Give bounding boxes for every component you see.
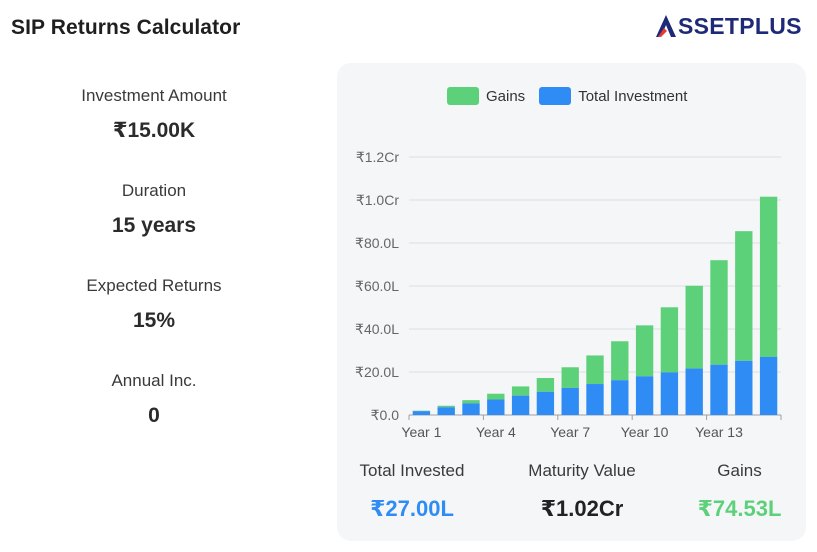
summary-gains: Gains ₹74.53L — [682, 459, 797, 522]
bar-gains — [487, 393, 505, 400]
assetplus-a-logo-icon — [656, 15, 676, 37]
summary-label: Maturity Value — [528, 461, 636, 480]
bar-total-investment — [487, 399, 505, 415]
bar-gains — [536, 378, 555, 392]
summary-value: ₹1.02Cr — [540, 496, 624, 521]
bar-gains — [462, 400, 480, 404]
bar-total-investment — [586, 384, 604, 415]
bar-gains — [759, 196, 778, 357]
logo-text: SSETPLUS — [678, 12, 802, 39]
x-tick-label: Year 7 — [550, 424, 590, 439]
chart-legend: Gains Total Investment — [447, 87, 701, 105]
bar-total-investment — [759, 356, 778, 415]
returns-bar-chart: ₹0.0 ₹20.0L ₹40.0L ₹60.0L ₹80.0L ₹1.0Cr ₹1.2Cr… — [355, 149, 782, 439]
summary-label: Gains — [717, 461, 762, 480]
bar-total-investment — [412, 411, 431, 415]
bar-total-investment — [437, 407, 455, 415]
param-expected-returns[interactable]: Expected Returns 15% — [34, 273, 274, 368]
legend-item-total-investment[interactable]: Total Investment — [539, 87, 687, 105]
bar-gains — [685, 285, 703, 369]
param-duration[interactable]: Duration 15 years — [34, 178, 274, 273]
bar-gains — [561, 367, 579, 388]
param-label: Annual Inc. — [111, 371, 197, 390]
y-tick-label: ₹20.0L — [355, 364, 399, 380]
parameters-panel: Investment Amount ₹15.00K Duration 15 ye… — [34, 83, 274, 463]
bar-gains — [586, 355, 604, 385]
y-tick-label: ₹1.0Cr — [356, 192, 399, 208]
param-value: 15% — [132, 309, 176, 332]
param-annual-increment[interactable]: Annual Inc. 0 — [34, 368, 274, 463]
param-value: ₹15.00K — [112, 119, 196, 142]
legend-label: Gains — [486, 87, 526, 105]
assetplus-logo[interactable]: SSETPLUS — [655, 12, 807, 40]
y-tick-label: ₹1.2Cr — [356, 149, 399, 165]
legend-item-gains[interactable]: Gains — [447, 87, 525, 105]
legend-swatch-gains — [447, 87, 479, 105]
legend-swatch-total-investment — [539, 87, 572, 105]
x-tick-label: Year 10 — [621, 424, 669, 439]
y-tick-label: ₹80.0L — [355, 235, 399, 251]
bar-total-investment — [611, 380, 629, 415]
bar-gains — [611, 341, 629, 381]
bar-gains — [735, 231, 753, 361]
summary-value: ₹74.53L — [697, 496, 782, 521]
page-title: SIP Returns Calculator — [11, 16, 241, 39]
param-label: Duration — [121, 181, 187, 200]
y-tick-label: ₹40.0L — [355, 321, 399, 337]
results-card: Gains Total Investment ₹0.0 ₹20.0L ₹40.0L ₹… — [337, 63, 806, 541]
bar-gains — [437, 405, 455, 408]
bar-total-investment — [660, 372, 679, 415]
bar-total-investment — [710, 364, 728, 415]
bar-total-investment — [462, 403, 480, 415]
bar-gains — [635, 325, 654, 377]
legend-label: Total Investment — [578, 87, 688, 105]
param-investment-amount[interactable]: Investment Amount ₹15.00K — [34, 83, 274, 178]
bar-total-investment — [635, 376, 654, 415]
summary-value: ₹27.00L — [370, 496, 454, 521]
bar-total-investment — [735, 360, 753, 415]
param-label: Expected Returns — [86, 276, 222, 295]
bar-total-investment — [536, 391, 555, 415]
summary-maturity-value: Maturity Value ₹1.02Cr — [512, 459, 652, 522]
y-tick-label: ₹0.0 — [371, 407, 400, 423]
x-tick-label: Year 4 — [476, 424, 516, 439]
x-tick-label: Year 13 — [695, 424, 743, 439]
param-value: 15 years — [111, 214, 197, 237]
bar-gains — [710, 260, 728, 365]
y-tick-label: ₹60.0L — [355, 278, 399, 294]
param-value: 0 — [148, 404, 160, 427]
bar-total-investment — [511, 395, 530, 415]
param-label: Investment Amount — [81, 86, 227, 105]
x-tick-label: Year 1 — [401, 424, 441, 439]
summary-total-invested: Total Invested ₹27.00L — [347, 459, 477, 522]
bar-total-investment — [685, 368, 703, 415]
bar-total-investment — [561, 387, 579, 415]
bar-gains — [660, 307, 679, 373]
summary-label: Total Invested — [359, 461, 465, 480]
bar-gains — [511, 386, 530, 396]
